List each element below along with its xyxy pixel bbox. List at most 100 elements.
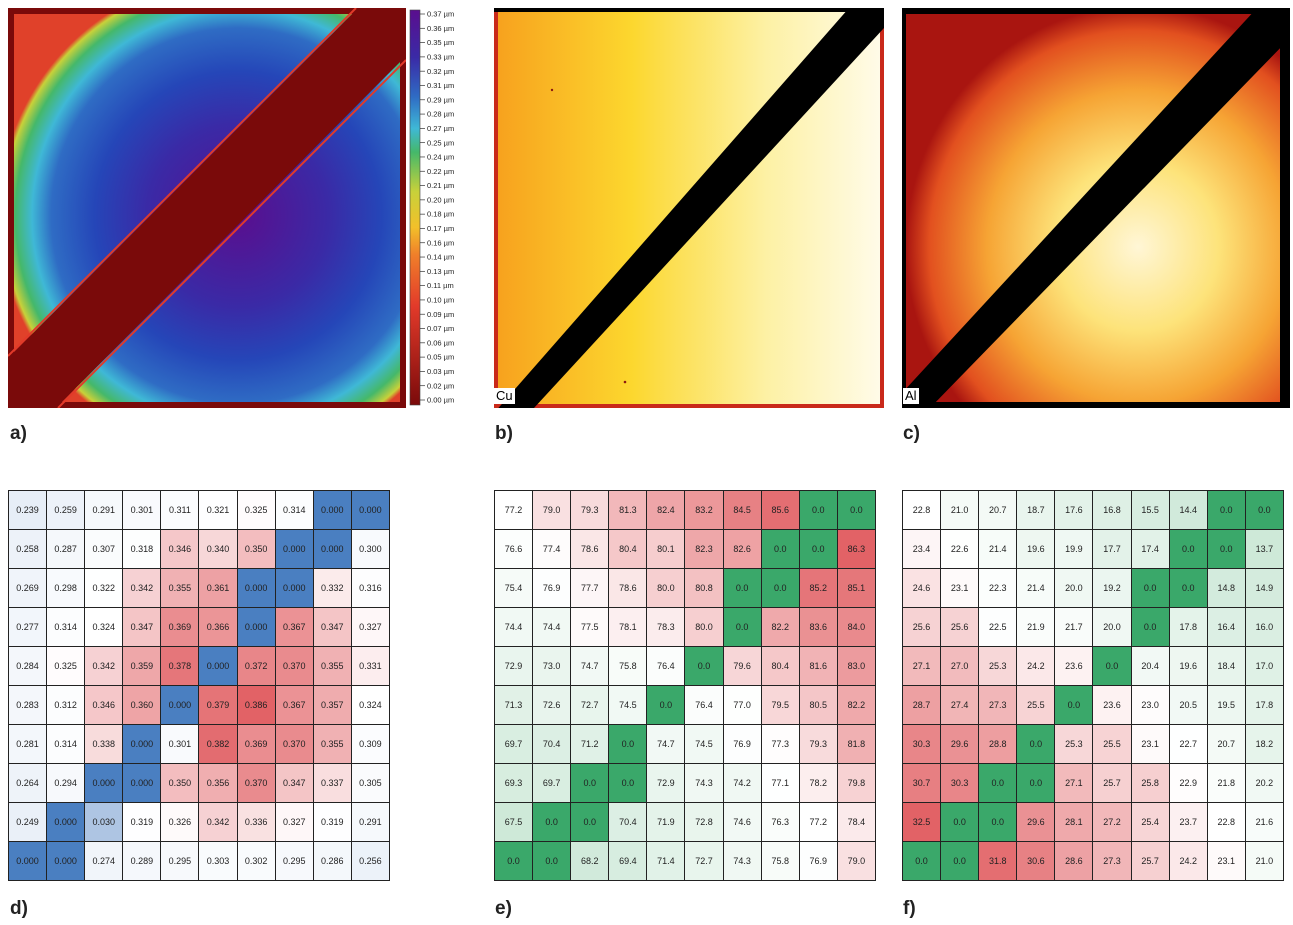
table-cell: 23.7 (1168, 802, 1208, 842)
table-cell: 0.030 (84, 802, 124, 842)
table-cell: 0.366 (198, 607, 238, 647)
table-cell: 85.6 (760, 490, 800, 530)
table-cell: 0.000 (236, 568, 276, 608)
table-cell: 0.264 (7, 763, 48, 803)
table-cell: 74.5 (608, 685, 648, 725)
table-cell: 0.342 (84, 646, 124, 686)
table-cell: 75.8 (760, 841, 800, 881)
table-cell: 77.4 (532, 529, 572, 569)
table-cell: 16.8 (1092, 490, 1132, 530)
table-cell: 21.6 (1244, 802, 1285, 842)
table-cell: 80.4 (760, 646, 800, 686)
table-cell: 74.7 (570, 646, 610, 686)
table-cell: 25.6 (901, 607, 942, 647)
table-row: 0.0 0.0 31.8 30.6 28.6 27.3 25.7 24.2 23.1 21.0 (901, 841, 1285, 881)
thickness-colorbar: 0.37 µm 0.36 µm 0.35 µm 0.33 µm 0.32 µm 0.31 … (409, 10, 454, 406)
table-cell: 71.4 (646, 841, 686, 881)
table-cell: 25.7 (1130, 841, 1170, 881)
table-cell: 0.000 (274, 529, 314, 569)
table-cell: 74.4 (493, 607, 534, 647)
table-cell: 0.318 (122, 529, 162, 569)
table-cell: 81.3 (608, 490, 648, 530)
table-cell: 0.0 (1016, 763, 1056, 803)
table-cell: 0.301 (122, 490, 162, 530)
table-cell: 0.331 (350, 646, 391, 686)
table-cell: 16.4 (1206, 607, 1246, 647)
table-cell: 0.324 (84, 607, 124, 647)
table-cell: 25.8 (1130, 763, 1170, 803)
table-cell: 21.0 (940, 490, 980, 530)
table-cell: 0.337 (312, 763, 352, 803)
table-cell: 16.0 (1244, 607, 1285, 647)
table-cell: 0.269 (7, 568, 48, 608)
table-cell: 22.7 (1168, 724, 1208, 764)
table-cell: 25.5 (1016, 685, 1056, 725)
colorbar-tick-label: 0.31 µm (427, 81, 454, 90)
table-cell: 79.6 (722, 646, 762, 686)
table-cell: 0.287 (46, 529, 86, 569)
table-cell: 76.9 (798, 841, 838, 881)
table-row: 0.284 0.325 0.342 0.359 0.378 0.000 0.372 0.370… (7, 646, 391, 686)
table-cell: 0.0 (532, 802, 572, 842)
table-cell: 27.2 (1092, 802, 1132, 842)
table-cell: 0.000 (312, 529, 352, 569)
panel-label-d: d) (10, 898, 28, 919)
table-cell: 0.0 (798, 529, 838, 569)
table-cell: 17.6 (1054, 490, 1094, 530)
table-cell: 73.0 (532, 646, 572, 686)
table-cell: 19.6 (1016, 529, 1056, 569)
table-cell: 0.319 (122, 802, 162, 842)
table-cell: 22.9 (1168, 763, 1208, 803)
table-cell: 0.0 (608, 763, 648, 803)
table-cell: 74.5 (684, 724, 724, 764)
table-cell: 0.239 (7, 490, 48, 530)
colorbar-tick-label: 0.03 µm (427, 367, 454, 376)
table-cell: 0.342 (198, 802, 238, 842)
table-cell: 22.3 (978, 568, 1018, 608)
table-cell: 27.3 (1092, 841, 1132, 881)
table-cell: 0.324 (350, 685, 391, 725)
table-cell: 67.5 (493, 802, 534, 842)
table-row: 76.6 77.4 78.6 80.4 80.1 82.3 82.6 0.0 0.0 86.3 (493, 529, 877, 569)
table-cell: 0.356 (198, 763, 238, 803)
colorbar-tick-label: 0.02 µm (427, 381, 454, 390)
table-cell: 20.4 (1130, 646, 1170, 686)
table-cell: 28.6 (1054, 841, 1094, 881)
table-cell: 19.2 (1092, 568, 1132, 608)
table-cell: 30.6 (1016, 841, 1056, 881)
table-row: 74.4 74.4 77.5 78.1 78.3 80.0 0.0 82.2 83.6 84.0 (493, 607, 877, 647)
table-cell: 69.7 (532, 763, 572, 803)
table-cell: 0.327 (274, 802, 314, 842)
table-cell: 0.319 (312, 802, 352, 842)
table-cell: 74.4 (532, 607, 572, 647)
table-cell: 0.000 (122, 724, 162, 764)
table-row: 69.7 70.4 71.2 0.0 74.7 74.5 76.9 77.3 79.3 81.8 (493, 724, 877, 764)
table-cell: 18.2 (1244, 724, 1285, 764)
table-cell: 0.367 (274, 607, 314, 647)
colorbar-tick-label: 0.17 µm (427, 224, 454, 233)
table-cell: 0.0 (570, 763, 610, 803)
table-cell: 71.9 (646, 802, 686, 842)
table-row: 30.7 30.3 0.0 0.0 27.1 25.7 25.8 22.9 21.8 20.2 (901, 763, 1285, 803)
table-cell: 72.7 (684, 841, 724, 881)
table-row: 0.000 0.000 0.274 0.289 0.295 0.303 0.302 0.295… (7, 841, 391, 881)
table-cell: 0.295 (274, 841, 314, 881)
table-cell: 0.370 (274, 724, 314, 764)
table-row: 25.6 25.6 22.5 21.9 21.7 20.0 0.0 17.8 16.4 16.0 (901, 607, 1285, 647)
table-cell: 0.0 (760, 568, 800, 608)
table-cell: 74.6 (722, 802, 762, 842)
table-cell: 79.8 (836, 763, 877, 803)
colorbar-tick-label: 0.28 µm (427, 110, 454, 119)
table-cell: 0.316 (350, 568, 391, 608)
table-row: 24.6 23.1 22.3 21.4 20.0 19.2 0.0 0.0 14.8 14.9 (901, 568, 1285, 608)
table-cell: 77.5 (570, 607, 610, 647)
table-cell: 0.302 (236, 841, 276, 881)
table-cell: 77.1 (760, 763, 800, 803)
table-cell: 0.258 (7, 529, 48, 569)
table-cell: 72.9 (493, 646, 534, 686)
table-cell: 30.3 (940, 763, 980, 803)
table-cell: 28.7 (901, 685, 942, 725)
table-cell: 0.0 (1054, 685, 1094, 725)
table-cell: 76.4 (646, 646, 686, 686)
table-cell: 78.1 (608, 607, 648, 647)
